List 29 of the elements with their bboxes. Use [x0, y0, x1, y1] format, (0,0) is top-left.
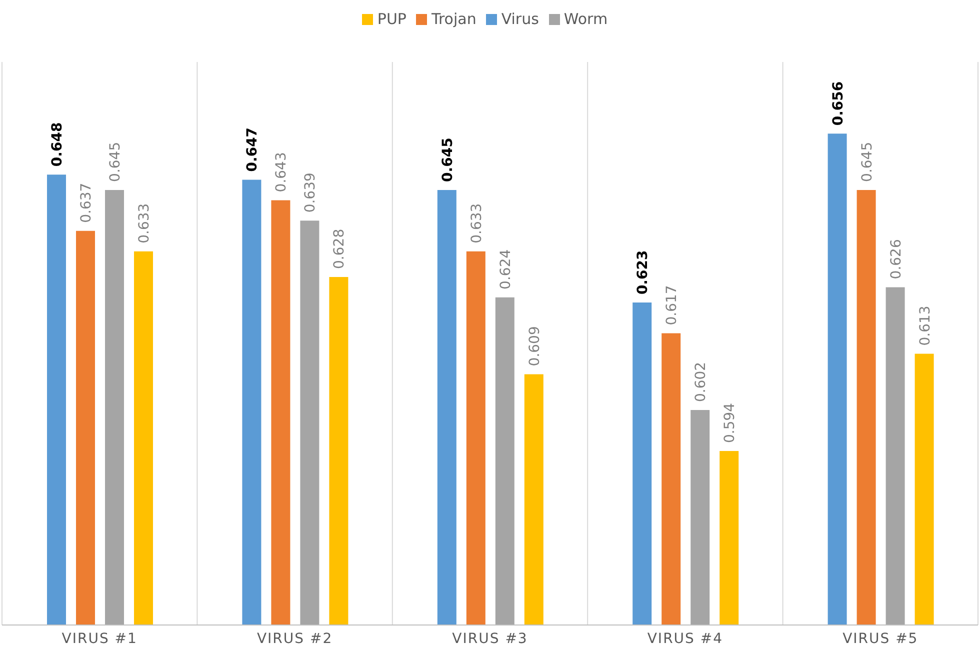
data-label: 0.628	[332, 228, 348, 269]
x-tick-label: VIRUS #4	[647, 630, 724, 647]
data-label: 0.656	[830, 81, 846, 126]
data-label: 0.624	[498, 249, 514, 290]
legend-label: PUP	[377, 10, 406, 28]
data-label: 0.617	[664, 285, 680, 326]
x-tick-label: VIRUS #5	[842, 630, 918, 647]
data-label: 0.602	[693, 362, 710, 402]
data-label: 0.623	[635, 250, 652, 295]
data-label: 0.637	[78, 182, 94, 223]
x-tick-label: VIRUS #3	[452, 630, 528, 647]
legend-label: Trojan	[431, 10, 476, 28]
data-label: 0.643	[274, 152, 290, 192]
data-label: 0.645	[859, 142, 876, 182]
data-label: 0.626	[888, 239, 904, 280]
data-label: 0.645	[440, 138, 456, 182]
legend-label: Worm	[564, 10, 608, 28]
data-label: 0.648	[50, 122, 66, 167]
data-label: 0.594	[722, 402, 738, 443]
x-tick-label: VIRUS #2	[256, 630, 333, 647]
data-label: 0.633	[136, 203, 152, 244]
x-tick-label: VIRUS #1	[62, 630, 138, 647]
data-label: 0.647	[244, 127, 261, 172]
data-label: 0.613	[917, 306, 934, 346]
legend-label: Virus	[501, 10, 539, 28]
data-label: 0.633	[468, 203, 485, 244]
data-label: 0.639	[302, 172, 319, 213]
data-label: 0.609	[526, 326, 543, 366]
data-label: 0.645	[108, 142, 124, 182]
